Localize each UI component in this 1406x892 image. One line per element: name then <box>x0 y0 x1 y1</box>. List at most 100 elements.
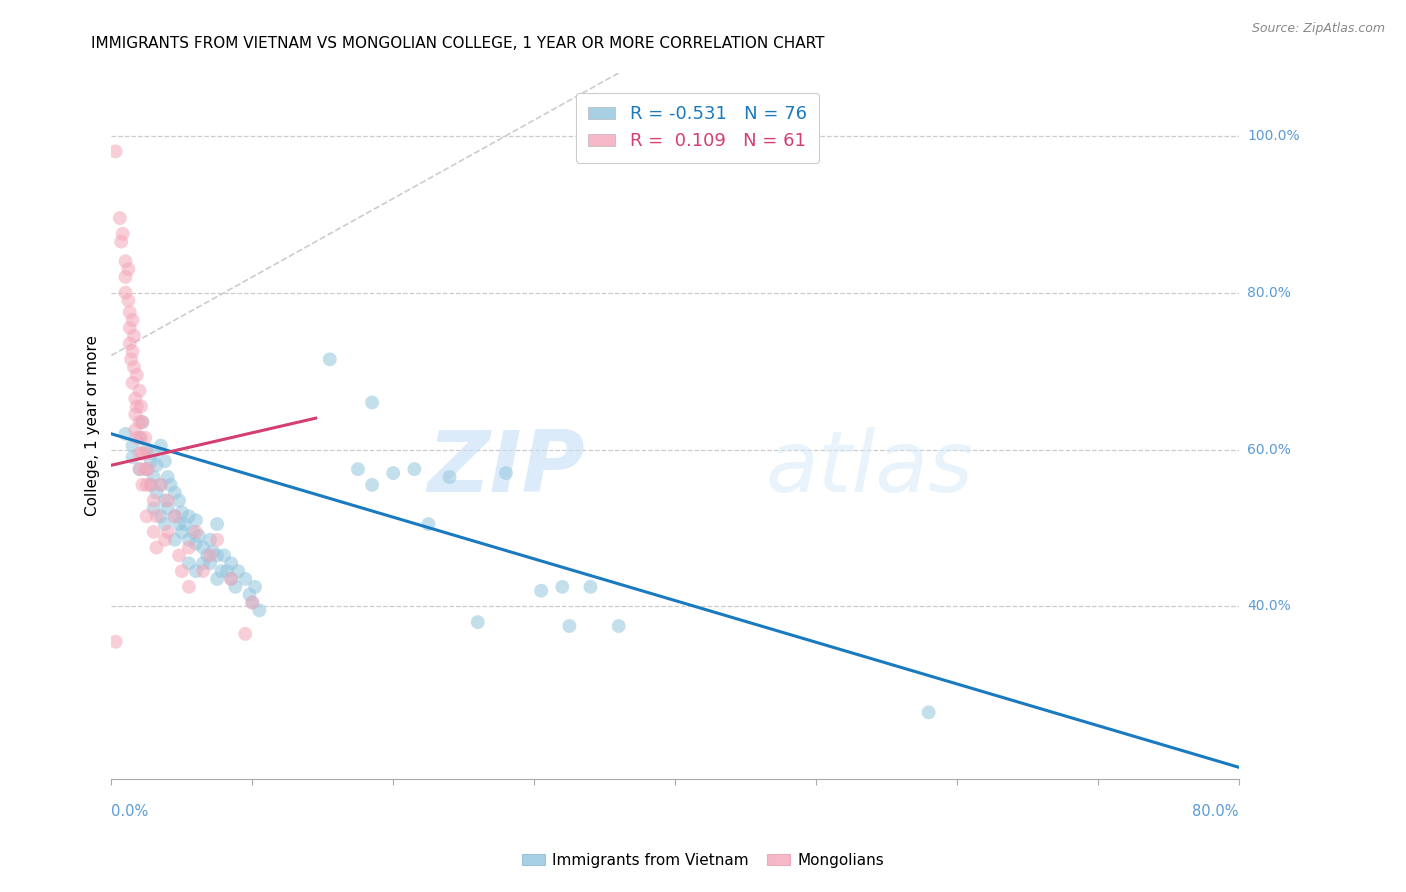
Text: ZIP: ZIP <box>427 427 585 510</box>
Point <box>135 509 157 524</box>
Point <box>149 478 172 492</box>
Point <box>579 580 602 594</box>
Point <box>198 533 221 547</box>
Point <box>121 376 143 390</box>
Point <box>108 211 131 226</box>
Point <box>233 572 256 586</box>
Point <box>128 415 150 429</box>
Point <box>167 549 190 563</box>
Text: 0.0%: 0.0% <box>111 804 149 819</box>
Point <box>209 564 232 578</box>
Point <box>135 446 157 460</box>
Point <box>125 431 148 445</box>
Point <box>145 458 167 473</box>
Point <box>219 572 242 586</box>
Point <box>198 556 221 570</box>
Point <box>128 462 150 476</box>
Point <box>495 466 517 480</box>
Point <box>219 572 242 586</box>
Text: atlas: atlas <box>765 427 973 510</box>
Point <box>153 533 176 547</box>
Point <box>135 478 157 492</box>
Point <box>149 509 172 524</box>
Point <box>404 462 426 476</box>
Point <box>195 549 218 563</box>
Point <box>128 384 150 398</box>
Point <box>128 462 150 476</box>
Point <box>124 392 146 406</box>
Point <box>114 426 136 441</box>
Point <box>134 431 156 445</box>
Point <box>201 544 224 558</box>
Point <box>167 493 190 508</box>
Point <box>184 524 207 539</box>
Text: 80.0%: 80.0% <box>1192 804 1239 819</box>
Point <box>198 549 221 563</box>
Point <box>191 564 214 578</box>
Point <box>177 580 200 594</box>
Point <box>177 556 200 570</box>
Point <box>114 285 136 300</box>
Point <box>163 509 186 524</box>
Point <box>142 493 165 508</box>
Point <box>142 524 165 539</box>
Point <box>530 583 553 598</box>
Point <box>163 509 186 524</box>
Point <box>153 517 176 532</box>
Point <box>129 431 152 445</box>
Point <box>607 619 630 633</box>
Point <box>159 478 181 492</box>
Point <box>167 517 190 532</box>
Point <box>226 564 249 578</box>
Point <box>191 556 214 570</box>
Point <box>243 580 266 594</box>
Point <box>156 493 179 508</box>
Point <box>129 400 152 414</box>
Point <box>153 493 176 508</box>
Point <box>121 439 143 453</box>
Point <box>135 442 157 457</box>
Point <box>121 313 143 327</box>
Point <box>118 305 141 319</box>
Text: IMMIGRANTS FROM VIETNAM VS MONGOLIAN COLLEGE, 1 YEAR OR MORE CORRELATION CHART: IMMIGRANTS FROM VIETNAM VS MONGOLIAN COL… <box>91 36 825 51</box>
Point <box>122 328 145 343</box>
Point <box>205 517 228 532</box>
Point <box>139 478 162 492</box>
Legend: Immigrants from Vietnam, Mongolians: Immigrants from Vietnam, Mongolians <box>516 847 890 873</box>
Text: 60.0%: 60.0% <box>1247 442 1291 457</box>
Point <box>121 344 143 359</box>
Point <box>128 431 150 445</box>
Legend: R = -0.531   N = 76, R =  0.109   N = 61: R = -0.531 N = 76, R = 0.109 N = 61 <box>575 93 820 163</box>
Point <box>118 336 141 351</box>
Point <box>104 634 127 648</box>
Point <box>120 352 142 367</box>
Point <box>156 470 179 484</box>
Point <box>124 423 146 437</box>
Point <box>117 262 139 277</box>
Point <box>156 501 179 516</box>
Point <box>551 580 574 594</box>
Point <box>136 462 159 476</box>
Point <box>170 564 193 578</box>
Point <box>117 293 139 308</box>
Point <box>131 415 153 429</box>
Point <box>319 352 342 367</box>
Point <box>361 395 384 409</box>
Point <box>110 235 132 249</box>
Point <box>149 439 172 453</box>
Point <box>205 572 228 586</box>
Point <box>240 595 263 609</box>
Point <box>124 407 146 421</box>
Point <box>467 615 489 629</box>
Point <box>917 706 939 720</box>
Point <box>184 564 207 578</box>
Point <box>122 360 145 375</box>
Point <box>153 454 176 468</box>
Point <box>205 533 228 547</box>
Point <box>205 549 228 563</box>
Point <box>145 509 167 524</box>
Point <box>177 533 200 547</box>
Point <box>134 462 156 476</box>
Point <box>224 580 246 594</box>
Point <box>361 478 384 492</box>
